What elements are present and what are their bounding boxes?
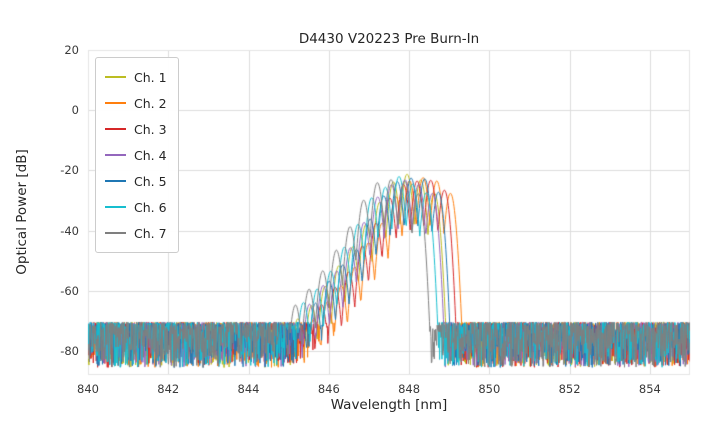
x-tick-label: 852 bbox=[558, 382, 581, 396]
y-tick-label: -80 bbox=[60, 343, 79, 358]
legend-label: Ch. 5 bbox=[134, 173, 167, 189]
legend-item-ch-1: Ch. 1 bbox=[105, 64, 167, 90]
x-tick-label: 842 bbox=[157, 382, 180, 396]
x-tick-label: 844 bbox=[237, 382, 260, 396]
x-tick-label: 850 bbox=[478, 382, 501, 396]
legend-label: Ch. 7 bbox=[134, 225, 167, 241]
legend-label: Ch. 4 bbox=[134, 147, 167, 163]
legend-line-swatch bbox=[105, 76, 126, 78]
y-tick-label: -40 bbox=[60, 223, 79, 238]
legend-line-swatch bbox=[105, 206, 126, 208]
legend-line-swatch bbox=[105, 154, 126, 156]
legend-label: Ch. 6 bbox=[134, 199, 167, 215]
x-tick-label: 840 bbox=[77, 382, 99, 396]
y-tick-label: -20 bbox=[60, 163, 79, 178]
legend-item-ch-6: Ch. 6 bbox=[105, 194, 167, 220]
legend-item-ch-4: Ch. 4 bbox=[105, 142, 167, 168]
legend-item-ch-7: Ch. 7 bbox=[105, 220, 167, 246]
x-tick-label: 848 bbox=[398, 382, 421, 396]
legend: Ch. 1 Ch. 2 Ch. 3 Ch. 4 Ch. 5 Ch. 6 Ch. 7 bbox=[95, 57, 179, 253]
legend-label: Ch. 1 bbox=[134, 69, 167, 85]
x-axis-label: Wavelength [nm] bbox=[330, 397, 448, 413]
chart-title: D4430 V20223 Pre Burn-In bbox=[298, 31, 480, 47]
y-tick-label: 0 bbox=[71, 103, 79, 118]
x-tick-label: 846 bbox=[317, 382, 340, 396]
y-tick-label: 20 bbox=[64, 43, 79, 57]
y-tick-label: -60 bbox=[60, 283, 79, 298]
x-tick-label: 854 bbox=[638, 382, 661, 396]
legend-item-ch-3: Ch. 3 bbox=[105, 116, 167, 142]
legend-label: Ch. 3 bbox=[134, 121, 167, 137]
y-axis-label: Optical Power [dB] bbox=[14, 149, 30, 275]
legend-label: Ch. 2 bbox=[134, 95, 167, 111]
legend-line-swatch bbox=[105, 232, 126, 234]
legend-item-ch-2: Ch. 2 bbox=[105, 90, 167, 116]
legend-item-ch-5: Ch. 5 bbox=[105, 168, 167, 194]
legend-line-swatch bbox=[105, 180, 126, 182]
legend-line-swatch bbox=[105, 102, 126, 104]
legend-line-swatch bbox=[105, 128, 126, 130]
